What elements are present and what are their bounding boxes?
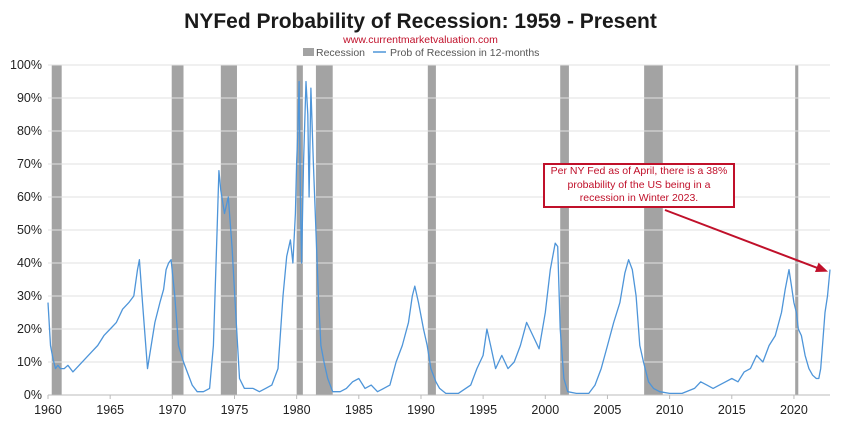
x-tick-label: 1980 [283,403,311,417]
y-tick-label: 60% [17,190,42,204]
y-tick-label: 40% [17,256,42,270]
y-tick-label: 100% [10,58,42,72]
legend: Recession Prob of Recession in 12-months [303,47,539,59]
x-tick-label: 1985 [345,403,373,417]
y-tick-label: 80% [17,124,42,138]
y-tick-label: 10% [17,355,42,369]
x-tick-label: 2010 [656,403,684,417]
x-tick-label: 1990 [407,403,435,417]
x-tick-label: 1960 [34,403,62,417]
chart-title: NYFed Probability of Recession: 1959 - P… [184,10,657,33]
y-tick-label: 0% [24,388,42,402]
x-tick-label: 2005 [594,403,622,417]
y-tick-label: 90% [17,91,42,105]
annotation-arrowhead [815,262,828,273]
series-layer [47,80,831,395]
y-gridlines: 0% 10% 20% 30% 40% 50% 60% 70% 80% 90% 100% [10,58,830,402]
x-tick-label: 2015 [718,403,746,417]
legend-swatch-recession [303,48,314,56]
x-tick-label: 1995 [469,403,497,417]
annotation-arrow-line [664,209,820,270]
x-tick-label: 2000 [531,403,559,417]
series-line-prob-of-recession [47,80,831,395]
x-tick-label: 1970 [158,403,186,417]
legend-label-recession: Recession [316,47,365,59]
chart-subtitle: www.currentmarketvaluation.com [343,34,498,46]
y-tick-label: 50% [17,223,42,237]
annotation-box: Per NY Fed as of April, there is a 38% p… [543,163,735,208]
x-tick-label: 1975 [221,403,249,417]
y-tick-label: 20% [17,322,42,336]
x-tick-label: 1965 [96,403,124,417]
axes: 1960 1965 1970 1975 1980 1985 1990 1995 2000 2005… [34,394,830,417]
annotation-arrow-layer [664,209,828,273]
y-tick-label: 30% [17,289,42,303]
legend-label-probability: Prob of Recession in 12-months [390,47,539,59]
x-tick-label: 2020 [780,403,808,417]
y-tick-label: 70% [17,157,42,171]
